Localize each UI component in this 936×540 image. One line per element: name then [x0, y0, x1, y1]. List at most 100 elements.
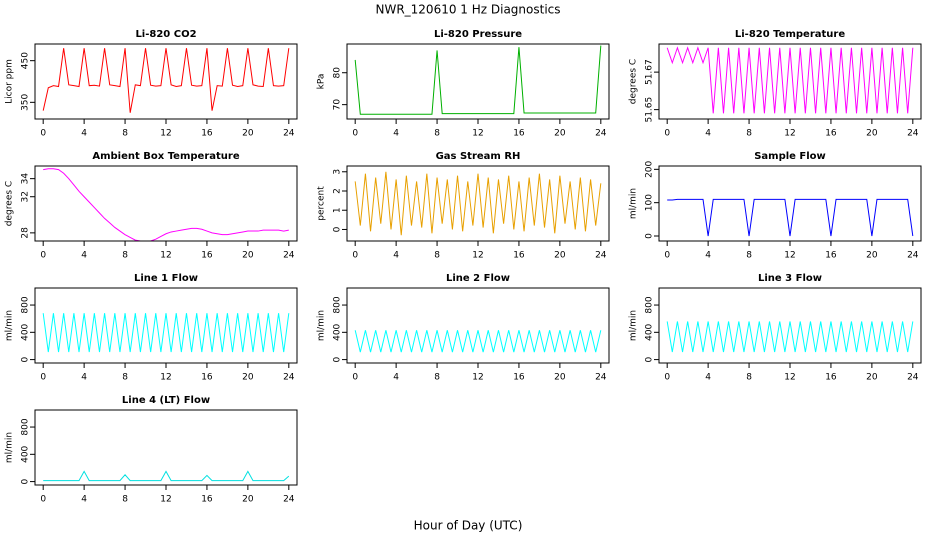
x-axis-label: Hour of Day (UTC) — [414, 519, 523, 533]
panel-title: Li-820 Pressure — [434, 29, 522, 40]
x-tick-label: 12 — [784, 129, 795, 139]
x-tick-label: 20 — [554, 251, 566, 261]
y-tick-label: 1 — [333, 207, 343, 213]
panel: Line 1 Flow 0 4 8 12 16 20 24 0 400 800 ml/min — [5, 273, 298, 383]
y-tick-label: 0 — [21, 478, 31, 484]
data-line — [43, 168, 289, 241]
y-axis-label: degrees C — [5, 181, 15, 226]
x-tick-label: 8 — [122, 129, 128, 139]
x-tick-label: 20 — [242, 251, 254, 261]
x-tick-label: 0 — [352, 373, 358, 383]
x-tick-label: 24 — [283, 373, 295, 383]
panel: Li-820 Temperature 0 4 8 12 16 20 24 51.65 51.67 d… — [629, 29, 922, 139]
plot-frame — [658, 165, 922, 242]
x-tick-label: 0 — [40, 251, 46, 261]
y-tick-label: 0 — [333, 356, 343, 362]
x-tick-label: 24 — [283, 129, 295, 139]
x-tick-label: 16 — [513, 129, 525, 139]
plot-frame — [34, 409, 298, 486]
x-tick-label: 24 — [907, 373, 919, 383]
data-line — [42, 48, 290, 113]
plot-area — [354, 45, 602, 115]
panel-title: Line 3 Flow — [758, 273, 822, 284]
x-tick-label: 8 — [746, 373, 752, 383]
panel: Sample Flow 0 4 8 12 16 20 24 0 100 200 ml/min — [629, 151, 922, 261]
y-tick-label: 800 — [21, 418, 31, 435]
y-tick-label: 400 — [645, 323, 655, 340]
y-axis-label: ml/min — [629, 310, 639, 341]
panel: Ambient Box Temperature 0 4 8 12 16 20 24 28 32 34… — [5, 151, 298, 261]
plot-area — [43, 168, 289, 241]
x-tick-label: 4 — [393, 251, 399, 261]
data-line — [354, 330, 602, 353]
x-tick-label: 8 — [434, 129, 440, 139]
panel-title: Line 4 (LT) Flow — [122, 395, 210, 406]
plot-frame — [34, 43, 298, 120]
x-tick-label: 20 — [554, 129, 566, 139]
x-tick-label: 8 — [122, 373, 128, 383]
y-axis-label: percent — [317, 186, 327, 221]
x-tick-label: 16 — [825, 251, 837, 261]
x-tick-label: 24 — [283, 495, 295, 505]
x-tick-label: 24 — [283, 251, 295, 261]
y-tick-label: 0 — [645, 356, 655, 362]
y-axis-label: ml/min — [317, 310, 327, 341]
x-tick-label: 8 — [746, 129, 752, 139]
y-tick-label: 200 — [645, 160, 655, 177]
x-tick-label: 4 — [705, 129, 711, 139]
x-tick-label: 20 — [554, 373, 566, 383]
x-tick-label: 0 — [40, 129, 46, 139]
x-tick-label: 20 — [242, 129, 254, 139]
y-tick-label: 0 — [333, 226, 343, 232]
y-tick-label: 80 — [333, 67, 343, 79]
x-tick-label: 20 — [866, 251, 878, 261]
x-tick-label: 4 — [705, 373, 711, 383]
panel-title: Gas Stream RH — [436, 151, 521, 162]
x-tick-label: 4 — [393, 129, 399, 139]
x-tick-label: 12 — [160, 373, 171, 383]
y-tick-label: 400 — [21, 323, 31, 340]
y-axis-label: degrees C — [629, 59, 639, 104]
data-line — [666, 321, 914, 353]
panel: Line 2 Flow 0 4 8 12 16 20 24 0 400 800 ml/min — [317, 273, 610, 383]
data-line — [667, 198, 914, 237]
y-tick-label: 450 — [21, 52, 31, 69]
panel: Line 3 Flow 0 4 8 12 16 20 24 0 400 800 ml/min — [629, 273, 922, 383]
y-tick-label: 400 — [333, 323, 343, 340]
x-tick-label: 4 — [81, 495, 87, 505]
x-tick-label: 8 — [122, 251, 128, 261]
x-tick-label: 4 — [81, 129, 87, 139]
panel: Line 4 (LT) Flow 0 4 8 12 16 20 24 0 400 800 ml/min — [5, 395, 298, 505]
x-tick-label: 20 — [866, 129, 878, 139]
x-tick-label: 8 — [746, 251, 752, 261]
x-tick-label: 16 — [825, 373, 837, 383]
x-tick-label: 16 — [825, 129, 837, 139]
plot-area — [666, 321, 914, 353]
y-tick-label: 800 — [21, 296, 31, 313]
x-tick-label: 0 — [40, 495, 46, 505]
y-tick-label: 34 — [21, 173, 31, 185]
data-line — [354, 45, 602, 115]
panel: Li-820 CO2 0 4 8 12 16 20 24 350 450 Licor ppm — [5, 29, 298, 139]
plot-frame — [34, 165, 298, 242]
x-tick-label: 20 — [242, 373, 254, 383]
x-tick-label: 12 — [160, 129, 171, 139]
y-tick-label: 350 — [21, 93, 31, 110]
x-tick-label: 16 — [513, 373, 525, 383]
x-tick-label: 12 — [472, 251, 483, 261]
x-tick-label: 16 — [513, 251, 525, 261]
y-tick-label: 32 — [21, 191, 31, 202]
x-tick-label: 0 — [664, 251, 670, 261]
y-axis-label: ml/min — [5, 310, 15, 341]
y-tick-label: 0 — [21, 356, 31, 362]
y-tick-label: 800 — [333, 296, 343, 313]
data-line — [666, 46, 914, 114]
x-tick-label: 16 — [201, 373, 213, 383]
x-tick-label: 16 — [201, 251, 213, 261]
plot-frame — [346, 43, 610, 120]
panel-title: Li-820 CO2 — [135, 29, 196, 40]
x-tick-label: 24 — [595, 251, 607, 261]
y-tick-label: 3 — [333, 169, 343, 175]
data-line — [43, 470, 290, 482]
